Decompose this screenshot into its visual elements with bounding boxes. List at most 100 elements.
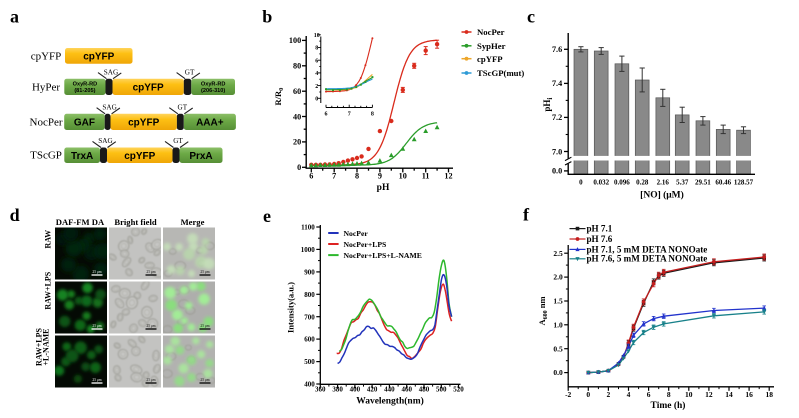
svg-text:0.28: 0.28 bbox=[636, 179, 649, 187]
svg-text:500: 500 bbox=[436, 386, 447, 394]
svg-text:(206-310): (206-310) bbox=[201, 88, 225, 94]
svg-text:520: 520 bbox=[453, 386, 464, 394]
svg-text:40: 40 bbox=[293, 112, 301, 121]
svg-text:7.0: 7.0 bbox=[552, 147, 562, 156]
svg-text:25 μm: 25 μm bbox=[200, 270, 209, 274]
svg-text:NocPer: NocPer bbox=[30, 117, 63, 129]
svg-text:400: 400 bbox=[304, 381, 315, 389]
svg-text:420: 420 bbox=[367, 386, 378, 394]
svg-text:NocPer: NocPer bbox=[344, 229, 369, 238]
svg-text:SAG: SAG bbox=[102, 104, 116, 112]
svg-text:0.0: 0.0 bbox=[553, 368, 563, 377]
svg-text:OxyR-RD: OxyR-RD bbox=[201, 82, 226, 88]
svg-text:OxyR-RD: OxyR-RD bbox=[73, 82, 98, 88]
svg-text:pHi: pHi bbox=[542, 98, 554, 112]
svg-text:7.2: 7.2 bbox=[552, 113, 562, 122]
svg-text:8: 8 bbox=[371, 112, 374, 118]
svg-text:cpYFP: cpYFP bbox=[83, 51, 114, 62]
svg-text:0.032: 0.032 bbox=[593, 179, 609, 187]
svg-text:NocPer+LPS: NocPer+LPS bbox=[344, 240, 387, 249]
svg-text:TScGP(mut): TScGP(mut) bbox=[477, 68, 524, 78]
svg-text:6: 6 bbox=[309, 172, 313, 181]
svg-text:DAF-FM DA: DAF-FM DA bbox=[56, 217, 105, 227]
svg-text:0: 0 bbox=[579, 179, 583, 187]
svg-text:cpYFP: cpYFP bbox=[31, 51, 62, 63]
svg-text:10: 10 bbox=[314, 33, 320, 39]
svg-text:4: 4 bbox=[315, 71, 318, 77]
svg-text:29.51: 29.51 bbox=[695, 179, 711, 187]
svg-text:2: 2 bbox=[315, 84, 318, 90]
svg-text:a: a bbox=[10, 7, 19, 27]
svg-text:25 μm: 25 μm bbox=[200, 378, 209, 382]
svg-text:pH 7.1: pH 7.1 bbox=[587, 224, 613, 234]
svg-text:0.0: 0.0 bbox=[552, 167, 562, 176]
svg-text:2.16: 2.16 bbox=[657, 179, 670, 187]
svg-text:TrxA: TrxA bbox=[71, 151, 93, 162]
svg-text:NocPer: NocPer bbox=[477, 27, 505, 37]
svg-text:12: 12 bbox=[705, 390, 713, 399]
svg-text:11: 11 bbox=[422, 172, 430, 181]
svg-text:AAA+: AAA+ bbox=[196, 118, 224, 129]
svg-text:7: 7 bbox=[348, 112, 351, 118]
svg-text:Time (h): Time (h) bbox=[651, 400, 686, 411]
svg-text:80: 80 bbox=[293, 62, 301, 71]
svg-text:cpYFP: cpYFP bbox=[124, 151, 155, 162]
svg-text:10: 10 bbox=[685, 390, 693, 399]
svg-text:NocPer+LPS+L-NAME: NocPer+LPS+L-NAME bbox=[344, 251, 422, 260]
svg-text:SAG: SAG bbox=[104, 68, 118, 76]
svg-text:9: 9 bbox=[378, 172, 382, 181]
svg-text:128.57: 128.57 bbox=[734, 179, 754, 187]
svg-text:360: 360 bbox=[315, 386, 326, 394]
svg-text:10: 10 bbox=[399, 172, 407, 181]
svg-text:pH: pH bbox=[377, 183, 390, 193]
svg-text:cpYFP: cpYFP bbox=[133, 82, 164, 93]
svg-text:60.46: 60.46 bbox=[715, 179, 731, 187]
svg-text:GAF: GAF bbox=[74, 118, 95, 129]
svg-text:18: 18 bbox=[765, 390, 773, 399]
svg-text:25 μm: 25 μm bbox=[146, 270, 155, 274]
svg-text:2.5: 2.5 bbox=[553, 249, 563, 258]
svg-text:TScGP: TScGP bbox=[30, 150, 62, 162]
svg-text:700: 700 bbox=[304, 313, 315, 321]
svg-text:GT: GT bbox=[178, 104, 188, 112]
svg-text:25 μm: 25 μm bbox=[92, 270, 101, 274]
svg-text:Merge: Merge bbox=[181, 217, 205, 227]
svg-text:500: 500 bbox=[304, 358, 315, 366]
svg-text:25 μm: 25 μm bbox=[200, 324, 209, 328]
svg-text:cpYFP: cpYFP bbox=[128, 118, 159, 129]
svg-text:RAW: RAW bbox=[44, 230, 53, 249]
svg-text:900: 900 bbox=[304, 268, 315, 276]
svg-text:20: 20 bbox=[293, 138, 301, 147]
svg-text:8: 8 bbox=[315, 46, 318, 52]
svg-text:[NO] (μM): [NO] (μM) bbox=[640, 190, 684, 201]
svg-text:A600 nm: A600 nm bbox=[537, 296, 549, 325]
svg-text:GT: GT bbox=[173, 137, 183, 145]
svg-text:c: c bbox=[527, 6, 535, 26]
svg-text:2.0: 2.0 bbox=[553, 273, 563, 282]
svg-text:460: 460 bbox=[401, 386, 412, 394]
svg-text:25 μm: 25 μm bbox=[146, 324, 155, 328]
svg-text:(81-205): (81-205) bbox=[74, 88, 95, 94]
svg-text:7.4: 7.4 bbox=[552, 79, 562, 88]
svg-text:1.5: 1.5 bbox=[553, 297, 563, 306]
svg-text:25 μm: 25 μm bbox=[92, 378, 101, 382]
svg-text:16: 16 bbox=[745, 390, 753, 399]
svg-text:380: 380 bbox=[332, 386, 343, 394]
svg-text:25 μm: 25 μm bbox=[92, 324, 101, 328]
svg-text:+L-NAME: +L-NAME bbox=[42, 329, 51, 366]
svg-text:6: 6 bbox=[647, 390, 651, 399]
svg-text:1000: 1000 bbox=[301, 246, 316, 254]
svg-text:6: 6 bbox=[325, 112, 328, 118]
svg-text:Intensity(a.u.): Intensity(a.u.) bbox=[286, 282, 296, 333]
svg-text:cpYFP: cpYFP bbox=[477, 54, 503, 64]
svg-text:4: 4 bbox=[627, 390, 631, 399]
svg-text:-2: -2 bbox=[565, 390, 571, 399]
svg-text:0: 0 bbox=[315, 97, 318, 103]
svg-text:8: 8 bbox=[667, 390, 671, 399]
svg-text:SAG: SAG bbox=[98, 137, 112, 145]
svg-text:R/R0: R/R0 bbox=[273, 88, 285, 106]
svg-text:14: 14 bbox=[725, 390, 733, 399]
svg-text:RAW+LPS: RAW+LPS bbox=[44, 271, 53, 309]
svg-text:pH 7.1, 5 mM DETA NONOate: pH 7.1, 5 mM DETA NONOate bbox=[587, 244, 708, 254]
svg-text:6: 6 bbox=[315, 58, 318, 64]
